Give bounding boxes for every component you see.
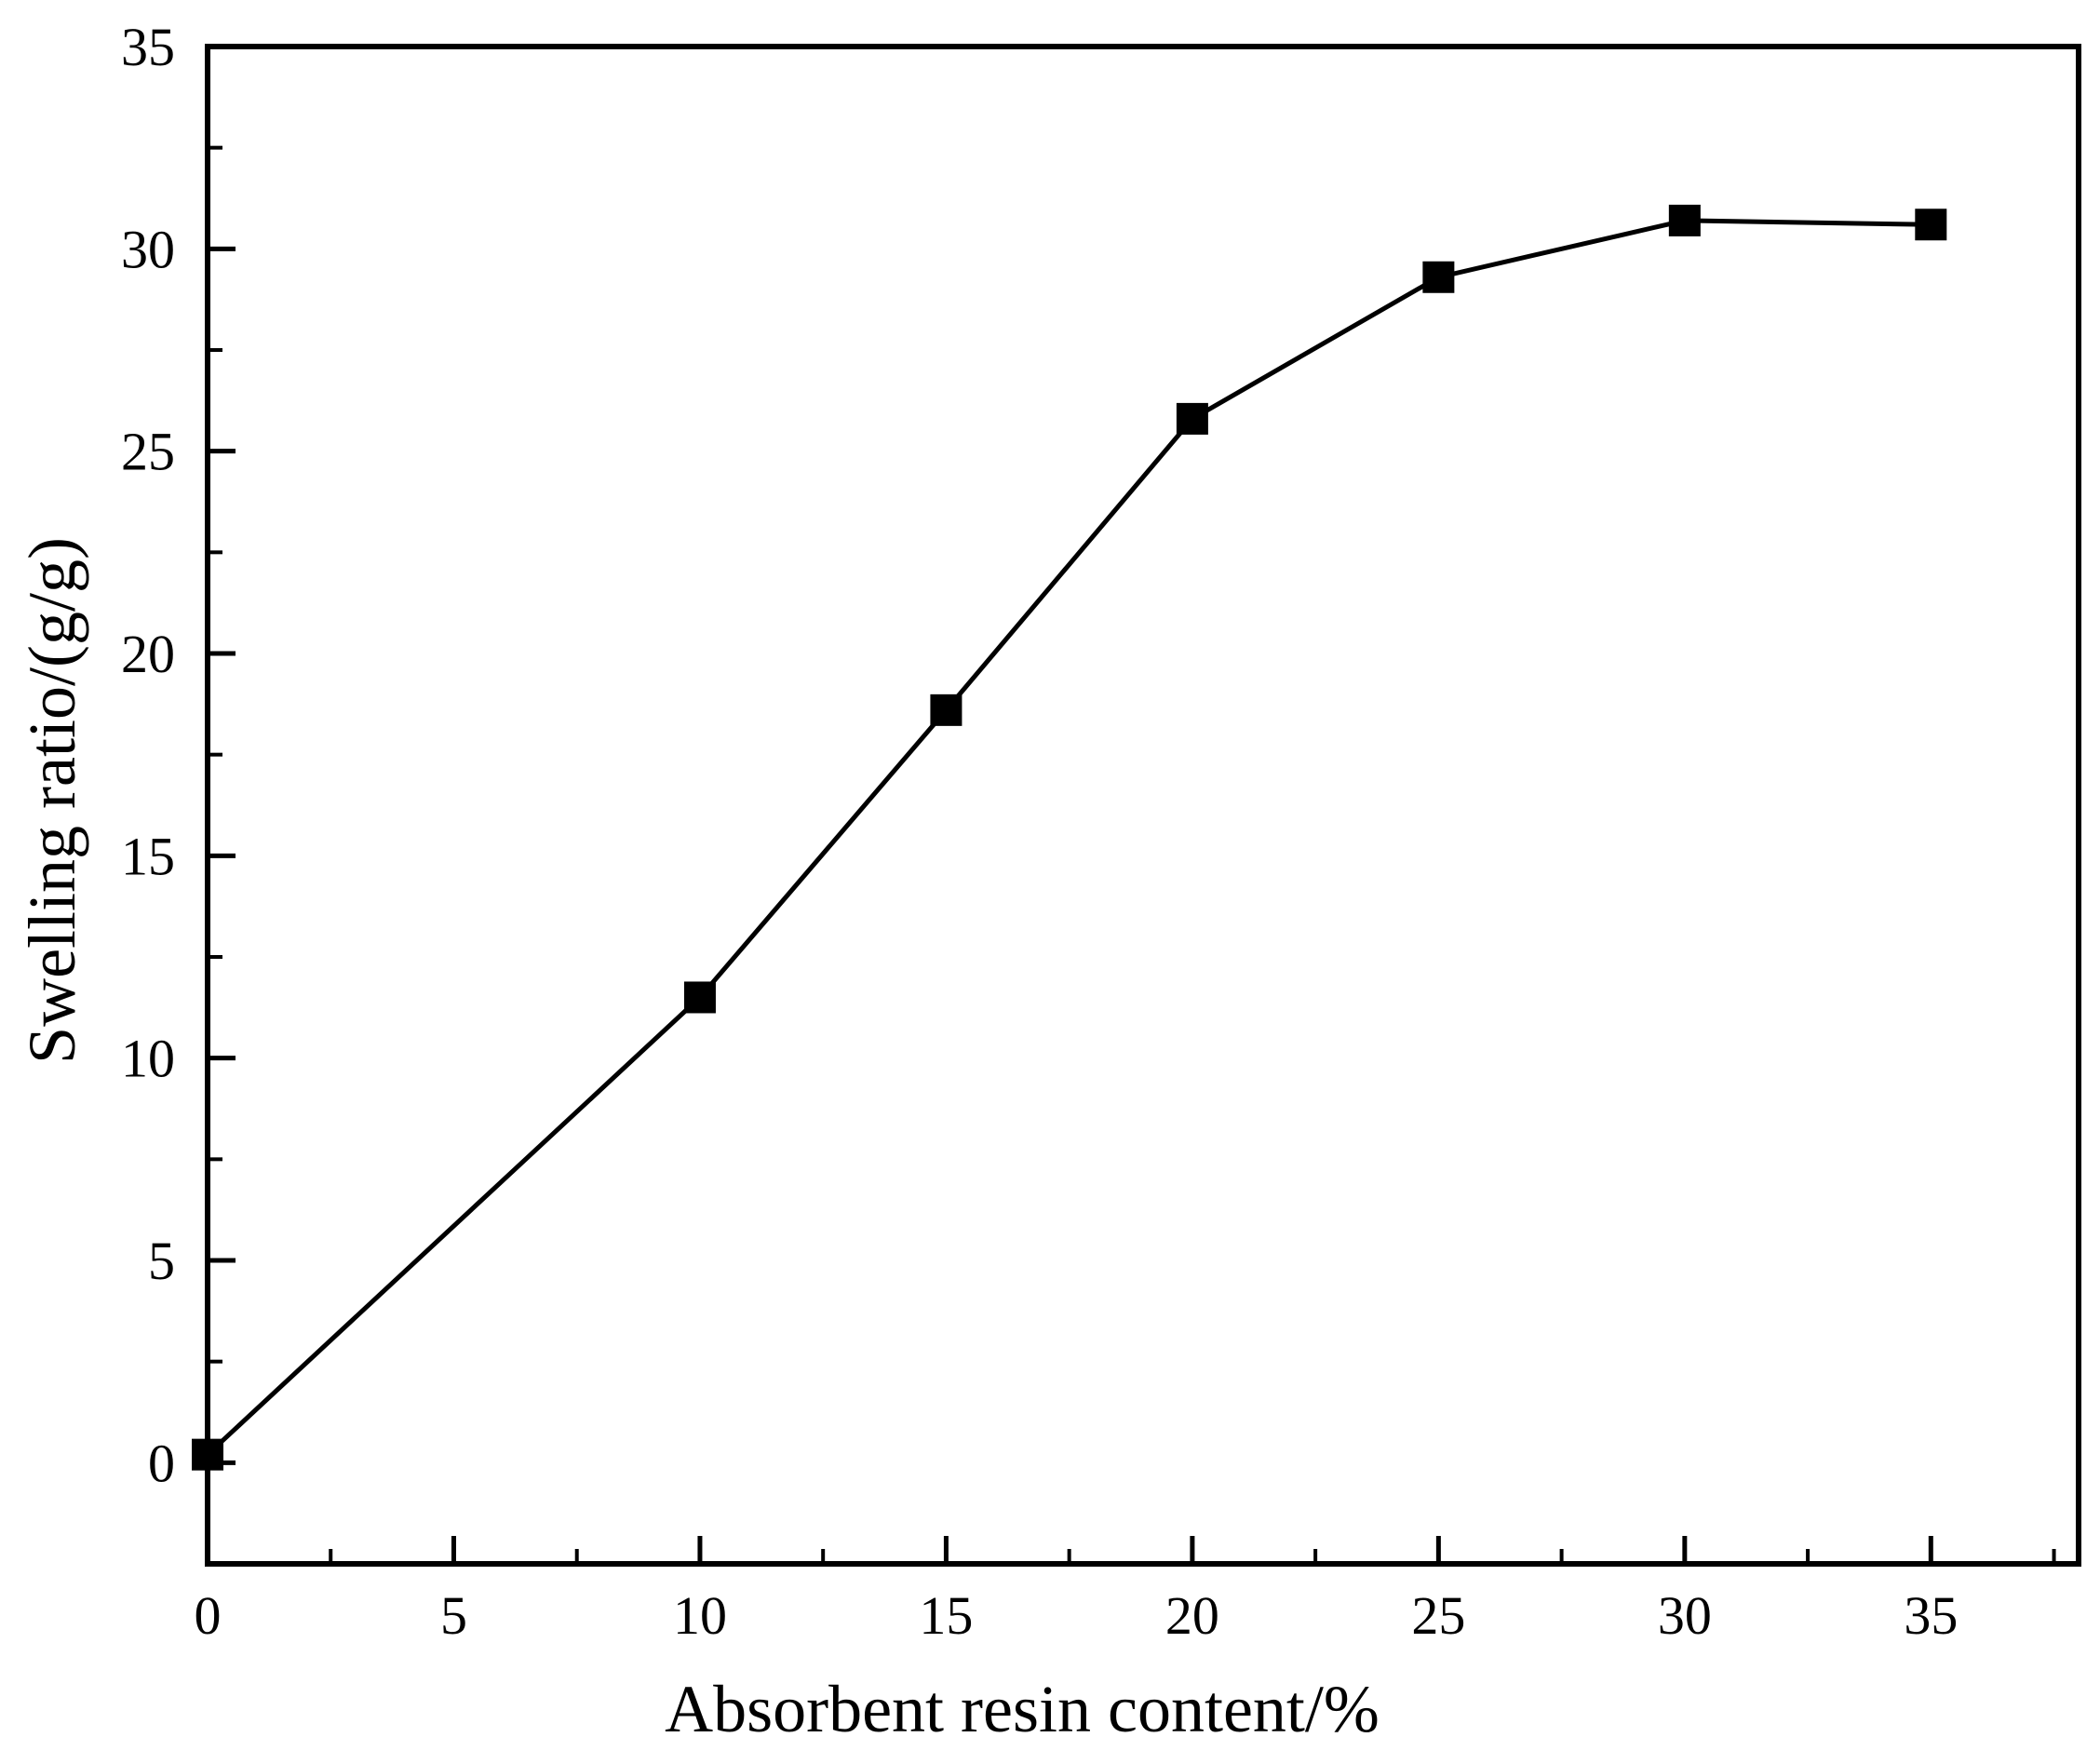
y-tick-label: 35: [121, 17, 175, 77]
x-tick-label: 5: [440, 1585, 467, 1646]
y-axis-title: Swelling ratio/(g/g): [15, 537, 89, 1064]
data-point-marker: [1422, 261, 1455, 293]
x-tick-label: 0: [195, 1585, 222, 1646]
axis-tick-labels: 0 5 10 15 20 25 30 35 0 5 10 15 20 25 30 35: [121, 17, 1958, 1646]
x-tick-label: 10: [673, 1585, 727, 1646]
axis-ticks: [205, 44, 2056, 1564]
y-tick-label: 0: [148, 1433, 175, 1493]
data-point-marker: [1668, 204, 1701, 236]
y-tick-label: 25: [121, 422, 175, 482]
data-point-marker: [1915, 209, 1947, 241]
x-tick-label: 15: [919, 1585, 973, 1646]
data-point-marker: [192, 1438, 223, 1471]
y-tick-label: 15: [121, 826, 175, 886]
data-point-marker: [930, 693, 962, 726]
data-point-marker: [683, 981, 716, 1014]
y-tick-label: 5: [148, 1231, 175, 1291]
plot-frame: [205, 44, 2081, 1567]
x-tick-label: 30: [1658, 1585, 1712, 1646]
x-tick-label: 25: [1411, 1585, 1465, 1646]
y-tick-label: 30: [121, 219, 175, 279]
x-tick-label: 20: [1165, 1585, 1219, 1646]
data-point-marker: [1176, 402, 1208, 435]
x-tick-label: 35: [1904, 1585, 1958, 1646]
y-tick-label: 20: [121, 624, 175, 684]
x-axis-title: Absorbent resin content/%: [665, 1672, 1380, 1746]
y-tick-label: 10: [121, 1029, 175, 1089]
series-line: [206, 218, 1932, 1457]
series-markers: [192, 204, 1947, 1471]
